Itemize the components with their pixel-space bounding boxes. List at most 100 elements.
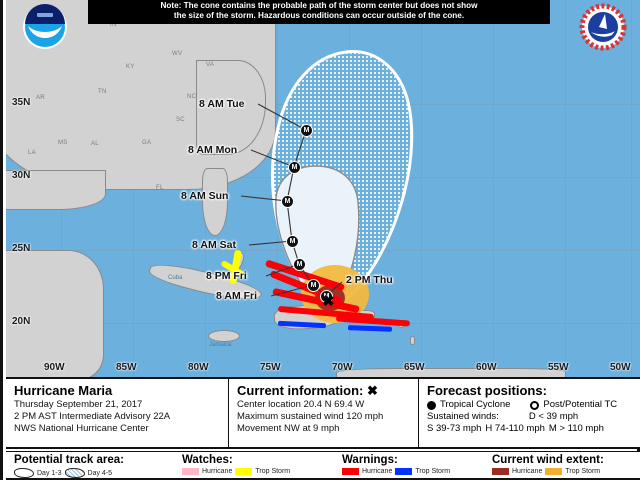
- note-line-2: the size of the storm. Hazardous conditi…: [173, 11, 465, 20]
- state-label-sc: SC: [176, 117, 185, 123]
- state-label-fl: FL: [156, 185, 164, 191]
- storm-date: Thursday September 21, 2017: [14, 399, 143, 410]
- tropical-cyclone-label: Tropical Cyclone: [440, 399, 511, 410]
- track-area-day1-3-icon: [14, 468, 34, 478]
- legend-warnings: Warnings: Hurricane Trop Storm: [334, 452, 484, 478]
- post-potential-tc-dot-icon: [530, 400, 540, 410]
- storm-agency: NWS National Hurricane Center: [14, 423, 149, 434]
- state-label-va: VA: [206, 62, 215, 68]
- place-label-jamaica: Jamaica: [209, 342, 232, 348]
- state-label-ar: AR: [36, 95, 45, 101]
- track-label-8am-sat: 8 AM Sat: [192, 239, 236, 251]
- wind-class-s: S 39-73 mph: [427, 423, 482, 434]
- state-label-in: IN: [110, 22, 117, 28]
- state-label-la: LA: [28, 150, 36, 156]
- forecast-marker-8am-sat[interactable]: M: [286, 235, 299, 248]
- lon-label-75w: 75W: [260, 362, 281, 373]
- maximum-sustained-wind: Maximum sustained wind 120 mph: [237, 411, 384, 422]
- watches-heading: Watches:: [182, 454, 233, 466]
- storm-advisory: 2 PM AST Intermediate Advisory 22A: [14, 411, 171, 422]
- place-label-cuba: Cuba: [168, 275, 183, 281]
- warnings-swatches: Hurricane Trop Storm: [342, 468, 480, 475]
- post-potential-tc-label: Post/Potential TC: [543, 399, 618, 410]
- warning-tropical-storm-swatch: [395, 468, 413, 475]
- sustained-winds-label: Sustained winds:: [427, 411, 499, 422]
- forecast-marker-8am-sun[interactable]: M: [281, 195, 294, 208]
- track-label-2pm-thu: 2 PM Thu: [346, 274, 393, 286]
- landmass-jamaica: [208, 330, 240, 342]
- watch-hurricane-swatch: [182, 468, 199, 475]
- landmass-gulf-coast: [6, 170, 106, 210]
- center-location: Center location 20.4 N 69.4 W: [237, 399, 365, 410]
- cone-disclaimer-note: Note: The cone contains the probable pat…: [88, 0, 550, 24]
- information-panel: Hurricane Maria Thursday September 21, 2…: [6, 377, 640, 449]
- current-information-block: Current information: ✖ Center location 2…: [228, 379, 418, 447]
- forecast-map[interactable]: IN OH KY WV VA TN NC SC MS AL GA FL AR L…: [6, 0, 640, 377]
- watch-tropical-storm-swatch: [235, 468, 253, 475]
- lon-label-90w: 90W: [44, 362, 65, 373]
- wind-extent-hurricane-swatch: [492, 468, 509, 475]
- landmass-lesser-antilles-2: [410, 336, 415, 345]
- wind-extent-swatches: Hurricane Trop Storm: [492, 468, 636, 475]
- noaa-logo: [23, 4, 67, 49]
- sustained-winds-row: Sustained winds: D < 39 mph: [427, 411, 634, 423]
- wind-extent-tropical-storm-swatch: [545, 468, 563, 475]
- lat-label-20n: 20N: [12, 316, 31, 327]
- gridline-60w: [493, 0, 494, 377]
- warning-hurricane-swatch: [342, 468, 359, 475]
- landmass-south-america: [336, 368, 566, 377]
- potential-track-heading: Potential track area:: [14, 454, 124, 466]
- forecast-marker-8am-tue[interactable]: M: [300, 124, 313, 137]
- track-label-8am-sun: 8 AM Sun: [181, 190, 229, 202]
- wind-class-h: H 74-110 mph: [485, 423, 545, 434]
- gridline-55w: [565, 0, 566, 377]
- forecast-marker-8am-fri[interactable]: M: [307, 279, 320, 292]
- legend-potential-track: Potential track area: Day 1-3 Day 4-5: [6, 452, 174, 478]
- warnings-heading: Warnings:: [342, 454, 398, 466]
- watch-hurricane-label: Hurricane: [202, 468, 233, 475]
- wind-extent-hurricane-label: Hurricane: [512, 468, 543, 475]
- national-weather-service-logo: [579, 3, 627, 51]
- track-area-day4-5-icon: [64, 468, 85, 478]
- lon-label-85w: 85W: [116, 362, 137, 373]
- lon-label-55w: 55W: [548, 362, 569, 373]
- forecast-marker-8pm-fri[interactable]: M: [293, 258, 306, 271]
- tropical-cyclone-dot-icon: [427, 400, 436, 410]
- current-information-label: Current information:: [237, 383, 364, 398]
- landmass-mexico-yucatan: [6, 250, 104, 377]
- potential-track-swatches: Day 1-3 Day 4-5: [14, 468, 170, 478]
- current-position-x-icon: ✖: [322, 293, 335, 310]
- track-label-8am-tue: 8 AM Tue: [199, 98, 245, 110]
- state-label-tn: TN: [98, 89, 107, 95]
- wind-extent-heading: Current wind extent:: [492, 454, 604, 466]
- forecast-positions-block: Forecast positions: Tropical Cyclone Pos…: [418, 379, 640, 447]
- lon-label-70w: 70W: [332, 362, 353, 373]
- lat-label-35n: 35N: [12, 97, 31, 108]
- legend-wind-extent: Current wind extent: Hurricane Trop Stor…: [484, 452, 640, 478]
- wind-class-d: D < 39 mph: [528, 411, 579, 422]
- wind-extent-tropical-storm-label: Trop Storm: [565, 468, 601, 475]
- wind-classes-row: S 39-73 mph H 74-110 mph M > 110 mph: [427, 423, 634, 435]
- state-label-nc: NC: [187, 94, 197, 100]
- landmass-florida: [202, 168, 228, 236]
- forecast-marker-current[interactable]: M: [320, 290, 333, 303]
- lat-label-25n: 25N: [12, 243, 31, 254]
- state-label-ga: GA: [142, 140, 152, 146]
- lat-label-30n: 30N: [12, 170, 31, 181]
- movement: Movement NW at 9 mph: [237, 423, 340, 434]
- state-label-wv: WV: [172, 51, 183, 57]
- lon-label-80w: 80W: [188, 362, 209, 373]
- watches-swatches: Hurricane Trop Storm: [182, 468, 330, 475]
- forecast-marker-8am-mon[interactable]: M: [288, 161, 301, 174]
- wind-class-m: M > 110 mph: [548, 423, 604, 434]
- forecast-symbol-row: Tropical Cyclone Post/Potential TC: [427, 399, 634, 411]
- landmass-southeast-coast: [196, 60, 266, 155]
- track-label-8pm-fri: 8 PM Fri: [206, 270, 247, 282]
- state-label-al: AL: [91, 141, 99, 147]
- legend-watches: Watches: Hurricane Trop Storm: [174, 452, 334, 478]
- storm-identity-block: Hurricane Maria Thursday September 21, 2…: [6, 379, 228, 447]
- track-area-day4-5-label: Day 4-5: [87, 469, 113, 477]
- storm-title: Hurricane Maria: [14, 383, 113, 398]
- current-position-x-icon-legend: ✖: [367, 383, 378, 398]
